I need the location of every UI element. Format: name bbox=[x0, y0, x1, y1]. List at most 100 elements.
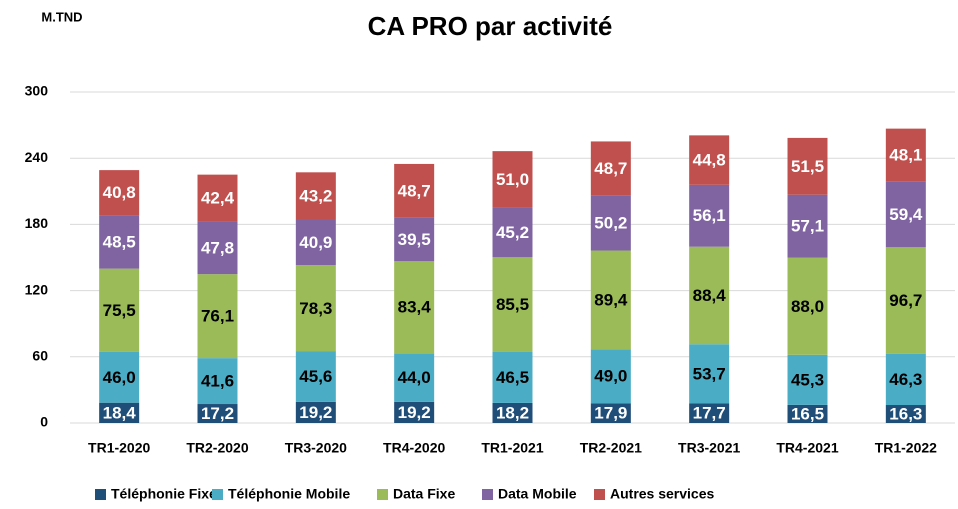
bar-segment bbox=[885, 353, 926, 406]
data-label: 53,7 bbox=[693, 364, 726, 383]
bar-segment bbox=[787, 257, 828, 355]
data-label: 40,9 bbox=[299, 233, 332, 252]
bar-segment bbox=[197, 358, 238, 405]
y-tick-label: 300 bbox=[25, 83, 49, 99]
bar-segment bbox=[590, 195, 631, 251]
bar-segment bbox=[492, 351, 533, 403]
legend-label: Autres services bbox=[610, 486, 715, 502]
bar-segment bbox=[394, 163, 435, 218]
x-tick-label: TR4-2020 bbox=[383, 440, 445, 456]
data-label: 45,6 bbox=[299, 367, 332, 386]
data-label: 18,2 bbox=[496, 403, 529, 422]
data-label: 48,5 bbox=[103, 232, 136, 251]
x-tick-label: TR2-2021 bbox=[580, 440, 642, 456]
bar-segment bbox=[394, 401, 435, 423]
data-label: 59,4 bbox=[889, 205, 923, 224]
bar-segment bbox=[885, 247, 926, 354]
data-label: 47,8 bbox=[201, 238, 234, 257]
bar-segment bbox=[590, 403, 631, 423]
data-label: 51,0 bbox=[496, 170, 529, 189]
legend-label: Data Fixe bbox=[393, 486, 455, 502]
bar-segment bbox=[689, 403, 730, 423]
data-label: 88,0 bbox=[791, 297, 824, 316]
bar-segment bbox=[197, 221, 238, 275]
bar-segment bbox=[295, 265, 336, 352]
data-label: 19,2 bbox=[398, 403, 431, 422]
legend-label: Data Mobile bbox=[498, 486, 577, 502]
bar-segment bbox=[689, 135, 730, 185]
data-label: 40,8 bbox=[103, 183, 136, 202]
data-label: 75,5 bbox=[103, 301, 136, 320]
data-label: 88,4 bbox=[693, 286, 727, 305]
bar-segment bbox=[394, 353, 435, 402]
bar-segment bbox=[787, 404, 828, 423]
data-label: 96,7 bbox=[889, 291, 922, 310]
data-label: 57,1 bbox=[791, 217, 824, 236]
data-label: 16,3 bbox=[889, 404, 922, 423]
x-tick-label: TR4-2021 bbox=[776, 440, 838, 456]
bar-segment bbox=[689, 184, 730, 247]
bar-segment bbox=[689, 344, 730, 404]
bar-segment bbox=[787, 194, 828, 258]
x-tick-label: TR2-2020 bbox=[186, 440, 248, 456]
data-label: 17,9 bbox=[594, 404, 627, 423]
data-label: 50,2 bbox=[594, 213, 627, 232]
bar-segment bbox=[787, 137, 828, 195]
data-label: 45,3 bbox=[791, 370, 824, 389]
bar-segment bbox=[590, 141, 631, 196]
data-label: 51,5 bbox=[791, 157, 824, 176]
bar-segment bbox=[590, 250, 631, 350]
bar-segment bbox=[295, 401, 336, 423]
legend-label: Téléphonie Fixe bbox=[111, 486, 217, 502]
bar-segment bbox=[99, 170, 140, 216]
data-label: 17,7 bbox=[693, 404, 726, 423]
bar-segment bbox=[590, 349, 631, 404]
legend-swatch bbox=[95, 489, 106, 500]
bar-segment bbox=[885, 128, 926, 182]
bar-segment bbox=[295, 172, 336, 220]
data-label: 85,5 bbox=[496, 295, 529, 314]
legend-swatch bbox=[377, 489, 388, 500]
bar-segment bbox=[295, 351, 336, 402]
bar-segment bbox=[492, 402, 533, 423]
data-label: 39,5 bbox=[398, 230, 431, 249]
x-tick-label: TR1-2022 bbox=[875, 440, 937, 456]
y-tick-label: 60 bbox=[32, 348, 48, 364]
y-unit-label: M.TND bbox=[41, 9, 82, 24]
data-label: 18,4 bbox=[103, 403, 137, 422]
data-label: 19,2 bbox=[299, 403, 332, 422]
bar-segment bbox=[885, 181, 926, 248]
data-label: 46,0 bbox=[103, 368, 136, 387]
data-label: 78,3 bbox=[299, 299, 332, 318]
y-tick-label: 240 bbox=[25, 149, 49, 165]
x-tick-label: TR1-2020 bbox=[88, 440, 150, 456]
y-tick-label: 0 bbox=[40, 414, 48, 430]
data-label: 46,5 bbox=[496, 368, 529, 387]
legend-swatch bbox=[482, 489, 493, 500]
legend-swatch bbox=[212, 489, 223, 500]
data-label: 16,5 bbox=[791, 404, 824, 423]
bar-segment bbox=[492, 207, 533, 258]
data-label: 43,2 bbox=[299, 187, 332, 206]
bar-segment bbox=[197, 274, 238, 359]
bar-segment bbox=[197, 404, 238, 423]
bar-segment bbox=[689, 246, 730, 345]
bar-segment bbox=[492, 151, 533, 208]
chart-title: CA PRO par activité bbox=[368, 11, 613, 41]
legend-label: Téléphonie Mobile bbox=[228, 486, 350, 502]
data-label: 48,7 bbox=[398, 181, 431, 200]
data-label: 49,0 bbox=[594, 367, 627, 386]
data-label: 56,1 bbox=[693, 206, 726, 225]
bar-segment bbox=[99, 402, 140, 423]
data-label: 44,8 bbox=[693, 151, 726, 170]
bar-segment bbox=[99, 215, 140, 269]
bar-segment bbox=[99, 351, 140, 403]
bar-segment bbox=[885, 405, 926, 423]
x-tick-label: TR3-2020 bbox=[285, 440, 347, 456]
y-tick-label: 120 bbox=[25, 281, 49, 297]
data-label: 76,1 bbox=[201, 307, 234, 326]
y-tick-label: 180 bbox=[25, 215, 49, 231]
data-label: 17,2 bbox=[201, 404, 234, 423]
bar-segment bbox=[787, 354, 828, 405]
